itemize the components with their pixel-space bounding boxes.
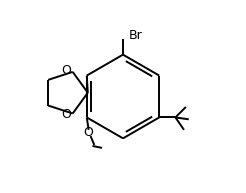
Text: O: O [84,126,93,139]
Text: O: O [62,64,72,77]
Text: O: O [62,108,72,121]
Text: Br: Br [129,29,142,42]
